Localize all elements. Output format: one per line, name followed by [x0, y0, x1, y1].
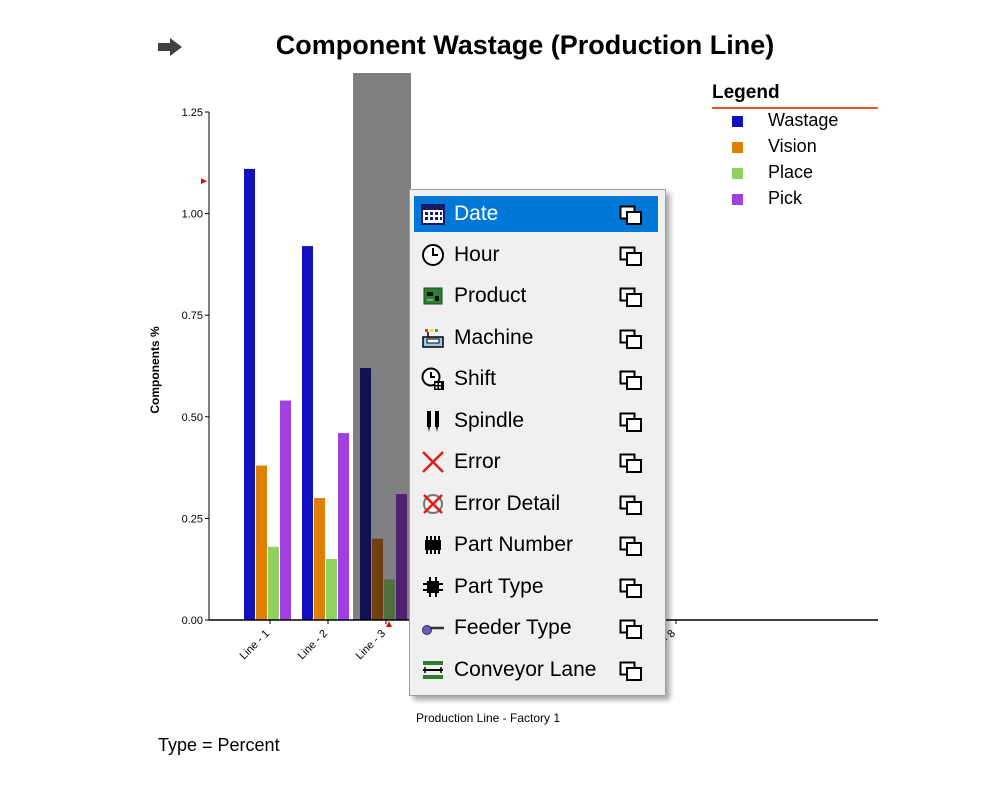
submenu-icon[interactable] — [618, 366, 644, 392]
submenu-icon[interactable] — [618, 408, 644, 434]
menu-item-product[interactable]: Product — [414, 278, 658, 314]
shift-clock-icon — [421, 367, 444, 390]
menu-item-label: Date — [454, 202, 499, 225]
menu-item-label: Error Detail — [454, 492, 561, 515]
menu-item-label: Shift — [454, 367, 497, 390]
submenu-icon[interactable] — [618, 491, 644, 517]
legend-swatch — [732, 142, 743, 153]
menu-item-label: Product — [454, 284, 527, 307]
menu-item-label: Feeder Type — [454, 616, 572, 639]
bar-place — [326, 559, 337, 620]
menu-item-label: Spindle — [454, 409, 525, 432]
legend-swatch — [732, 168, 743, 179]
bar-place — [268, 546, 279, 620]
submenu-icon[interactable] — [618, 574, 644, 600]
legend-label: Vision — [768, 136, 817, 156]
menu-item-error-detail[interactable]: Error Detail — [414, 486, 658, 522]
bar-vision — [256, 465, 267, 620]
bar-wastage — [360, 368, 371, 620]
spindle-icon — [427, 411, 439, 432]
x-tick-label: Line - 2 — [296, 628, 330, 662]
menu-item-part-type[interactable]: Part Type — [414, 569, 658, 605]
conveyor-icon — [423, 661, 443, 679]
bar-vision — [314, 498, 325, 620]
legend-swatch — [732, 194, 743, 205]
submenu-icon[interactable] — [618, 283, 644, 309]
menu-item-label: Conveyor Lane — [454, 658, 597, 681]
legend-item-wastage: Wastage — [732, 109, 878, 135]
menu-item-machine[interactable]: Machine — [414, 320, 658, 356]
menu-item-part-number[interactable]: Part Number — [414, 527, 658, 563]
bar-wastage — [244, 168, 255, 620]
menu-item-feeder-type[interactable]: Feeder Type — [414, 610, 658, 646]
submenu-icon[interactable] — [618, 325, 644, 351]
menu-item-label: Error — [454, 450, 501, 473]
type-note: Type = Percent — [158, 735, 280, 755]
menu-item-label: Part Type — [454, 575, 544, 598]
submenu-icon[interactable] — [618, 242, 644, 268]
bar-pick — [280, 400, 291, 620]
machine-icon — [422, 329, 444, 348]
feeder-icon — [422, 625, 444, 635]
menu-item-error[interactable]: Error — [414, 444, 658, 480]
legend-label: Pick — [768, 188, 803, 208]
menu-item-hour[interactable]: Hour — [414, 237, 658, 273]
submenu-icon[interactable] — [618, 201, 644, 227]
submenu-icon[interactable] — [618, 615, 644, 641]
chip-icon — [425, 536, 441, 554]
y-axis-label: Components % — [148, 326, 162, 414]
circuit-board-icon — [423, 287, 443, 305]
bar-pick — [396, 494, 407, 620]
legend-item-place: Place — [732, 161, 878, 187]
submenu-icon[interactable] — [618, 449, 644, 475]
menu-item-shift[interactable]: Shift — [414, 361, 658, 397]
legend-item-pick: Pick — [732, 187, 878, 213]
submenu-icon[interactable] — [618, 657, 644, 683]
y-tick-label: 1.25 — [182, 107, 203, 119]
arrow-right-icon[interactable] — [156, 36, 184, 58]
y-tick-label: 1.00 — [182, 209, 203, 221]
error-detail-icon — [423, 494, 443, 514]
bar-place — [384, 579, 395, 620]
y-tick-label: 0.25 — [182, 513, 203, 525]
menu-item-date[interactable]: Date — [414, 196, 658, 232]
y-tick-label: 0.50 — [182, 412, 203, 424]
chart-title: Component Wastage (Production Line) — [275, 30, 775, 60]
menu-item-conveyor-lane[interactable]: Conveyor Lane — [414, 652, 658, 688]
bar-vision — [372, 538, 383, 620]
clock-icon — [422, 244, 444, 266]
y-reference-marker — [201, 178, 207, 185]
red-x-icon — [422, 451, 444, 473]
x-tick-label: Line - 1 — [238, 628, 272, 662]
menu-item-label: Hour — [454, 243, 500, 266]
legend-label: Wastage — [768, 110, 839, 130]
group-by-context-menu[interactable]: Date Hour Product Machine — [409, 189, 666, 696]
calendar-icon — [421, 204, 445, 225]
legend: Legend Wastage Vision Place Pick — [712, 82, 878, 213]
legend-title: Legend — [712, 82, 878, 109]
menu-item-spindle[interactable]: Spindle — [414, 403, 658, 439]
legend-label: Place — [768, 162, 814, 182]
submenu-icon[interactable] — [618, 532, 644, 558]
x-axis-label: Production Line - Factory 1 — [416, 711, 560, 725]
y-tick-label: 0.75 — [182, 310, 203, 322]
x-tick-label: Line - 3 — [354, 628, 388, 662]
x-reference-marker — [386, 621, 392, 627]
chip-square-icon — [423, 577, 443, 597]
bar-wastage — [302, 246, 313, 620]
bar-pick — [338, 433, 349, 620]
menu-item-label: Part Number — [454, 533, 574, 556]
menu-item-label: Machine — [454, 326, 534, 349]
legend-item-vision: Vision — [732, 135, 878, 161]
legend-swatch — [732, 116, 743, 127]
y-tick-label: 0.00 — [182, 615, 203, 627]
